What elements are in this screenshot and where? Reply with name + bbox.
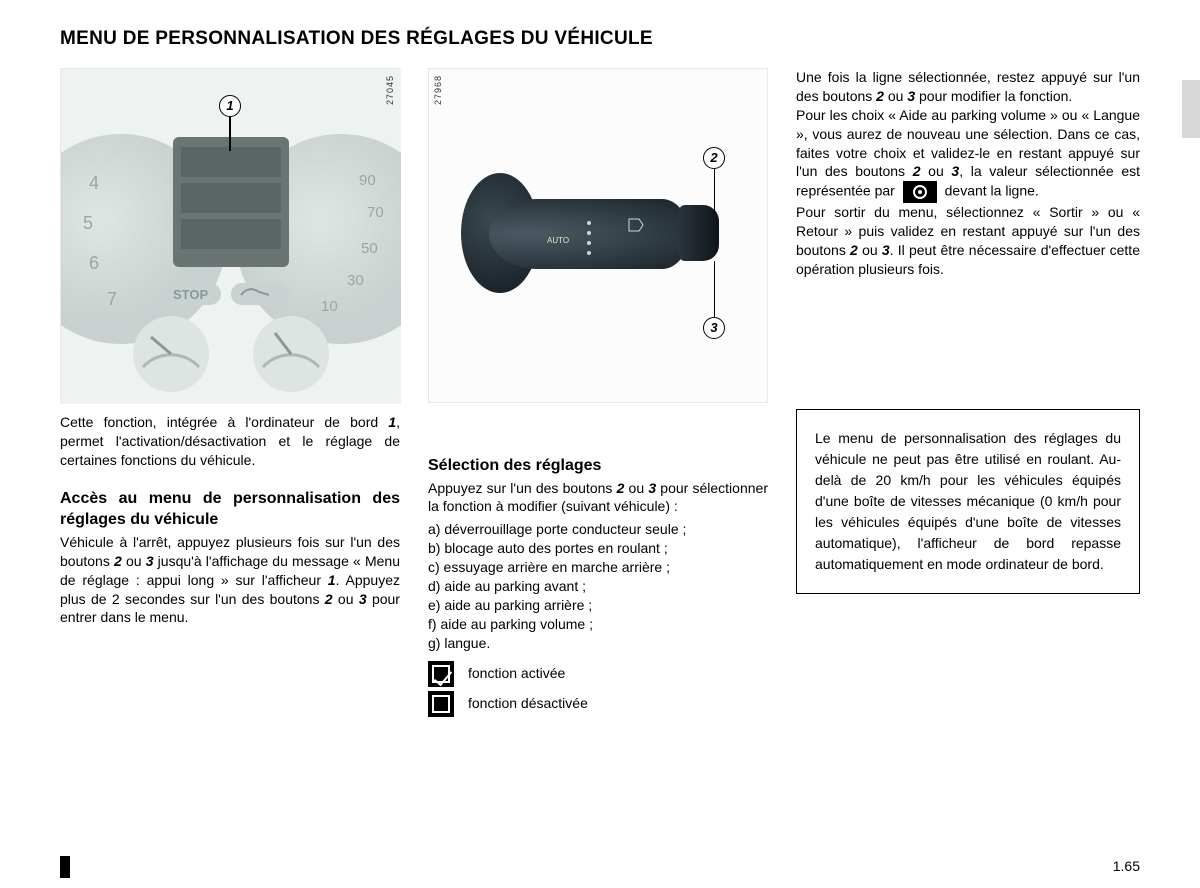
- callout-2: 2: [703, 147, 725, 169]
- svg-text:5: 5: [83, 213, 93, 233]
- side-tab: [1182, 80, 1200, 138]
- checkbox-checked-icon: [428, 661, 454, 687]
- checkbox-unchecked-icon: [428, 691, 454, 717]
- figure-dashboard: 27045 1 4 5 6 7 90: [60, 68, 400, 403]
- legend-checked: fonction activée: [428, 661, 768, 687]
- subhead-access: Accès au menu de personnalisation des ré…: [60, 488, 400, 531]
- info-box: Le menu de personnalisation des réglages…: [796, 409, 1140, 594]
- svg-text:6: 6: [89, 253, 99, 273]
- figure-code-2: 27968: [432, 75, 444, 105]
- intro-text: Cette fonction, intégrée à l'ordinateur …: [60, 413, 400, 470]
- column-1: 27045 1 4 5 6 7 90: [60, 68, 400, 717]
- callout-3: 3: [703, 317, 725, 339]
- figure-stalk: 27968 2 3 AUTO: [428, 68, 768, 403]
- figure-code: 27045: [384, 75, 396, 105]
- svg-text:STOP: STOP: [173, 287, 208, 302]
- list-item: b) blocage auto des portes en roulant ;: [428, 539, 768, 558]
- list-item: g) langue.: [428, 634, 768, 653]
- svg-text:90: 90: [359, 172, 376, 189]
- subhead-selection: Sélection des réglages: [428, 455, 768, 477]
- svg-text:50: 50: [361, 240, 378, 257]
- svg-text:30: 30: [347, 272, 364, 289]
- selection-lead: Appuyez sur l'un des boutons 2 ou 3 pour…: [428, 479, 768, 517]
- dashboard-illustration: 4 5 6 7 90 70 50 30 10: [61, 69, 401, 404]
- column-3: Une fois la ligne sélectionnée, restez a…: [796, 68, 1140, 717]
- svg-text:AUTO: AUTO: [547, 236, 569, 245]
- col3-p3: Pour sortir du menu, sélectionnez « Sort…: [796, 203, 1140, 279]
- svg-text:10: 10: [321, 298, 338, 315]
- stalk-tip: [679, 205, 719, 261]
- callout-1: 1: [219, 95, 241, 117]
- list-item: a) déverrouillage porte conducteur seule…: [428, 520, 768, 539]
- column-2: 27968 2 3 AUTO Sé: [428, 68, 768, 717]
- legend-unchecked-label: fonction désactivée: [468, 694, 588, 713]
- list-item: f) aide au parking volume ;: [428, 615, 768, 634]
- col3-p1: Une fois la ligne sélectionnée, restez a…: [796, 68, 1140, 106]
- page-mark: [60, 856, 70, 878]
- list-item: c) essuyage arrière en marche arrière ;: [428, 558, 768, 577]
- page-title: MENU DE PERSONNALISATION DES RÉGLAGES DU…: [60, 28, 1140, 50]
- col3-p2: Pour les choix « Aide au parking volume …: [796, 106, 1140, 204]
- record-icon: [903, 181, 937, 203]
- svg-text:70: 70: [367, 204, 384, 221]
- settings-list: a) déverrouillage porte conducteur seule…: [428, 520, 768, 652]
- stalk-body: AUTO: [489, 199, 689, 269]
- legend-checked-label: fonction activée: [468, 664, 565, 683]
- svg-text:7: 7: [107, 289, 117, 309]
- list-item: e) aide au parking arrière ;: [428, 596, 768, 615]
- list-item: d) aide au parking avant ;: [428, 577, 768, 596]
- legend-unchecked: fonction désactivée: [428, 691, 768, 717]
- svg-text:4: 4: [89, 173, 99, 193]
- access-text: Véhicule à l'arrêt, appuyez plusieurs fo…: [60, 533, 400, 627]
- page-number: 1.65: [1113, 858, 1140, 874]
